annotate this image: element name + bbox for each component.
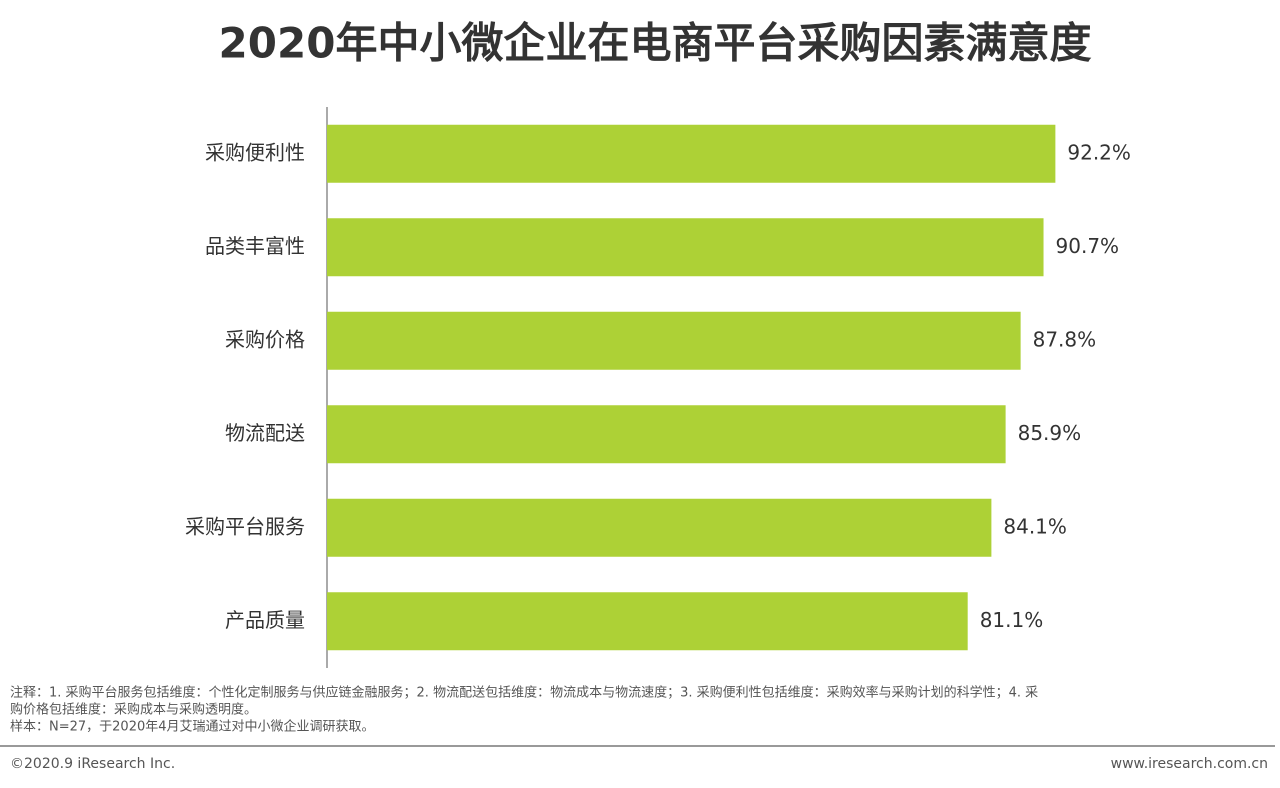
bar xyxy=(327,218,1044,277)
value-label: 87.8% xyxy=(1033,327,1097,351)
note: 注释：1. 采购平台服务包括维度：个性化定制服务与供应链金融服务；2. 物流配送… xyxy=(10,685,1038,701)
bar xyxy=(327,592,968,651)
bar xyxy=(327,405,1006,464)
value-label: 90.7% xyxy=(1056,234,1120,258)
value-label: 85.9% xyxy=(1018,421,1082,445)
category-label: 采购价格 xyxy=(225,327,305,351)
bar xyxy=(327,124,1056,183)
value-label: 92.2% xyxy=(1067,140,1131,164)
note: 样本：N=27，于2020年4月艾瑞通过对中小微企业调研获取。 xyxy=(10,719,375,735)
category-label: 产品质量 xyxy=(225,608,305,632)
category-label: 物流配送 xyxy=(225,421,305,445)
bar xyxy=(327,498,992,557)
category-label: 采购便利性 xyxy=(205,140,305,164)
value-label: 81.1% xyxy=(980,608,1044,632)
category-label: 品类丰富性 xyxy=(205,234,305,258)
value-label: 84.1% xyxy=(1003,514,1067,538)
bar xyxy=(327,311,1021,370)
copyright: ©2020.9 iResearch Inc. xyxy=(10,756,175,772)
note: 购价格包括维度：采购成本与采购透明度。 xyxy=(10,702,257,718)
chart-title: 2020年中小微企业在电商平台采购因素满意度 xyxy=(219,19,1092,68)
website: www.iresearch.com.cn xyxy=(1111,756,1268,772)
category-label: 采购平台服务 xyxy=(185,514,305,538)
